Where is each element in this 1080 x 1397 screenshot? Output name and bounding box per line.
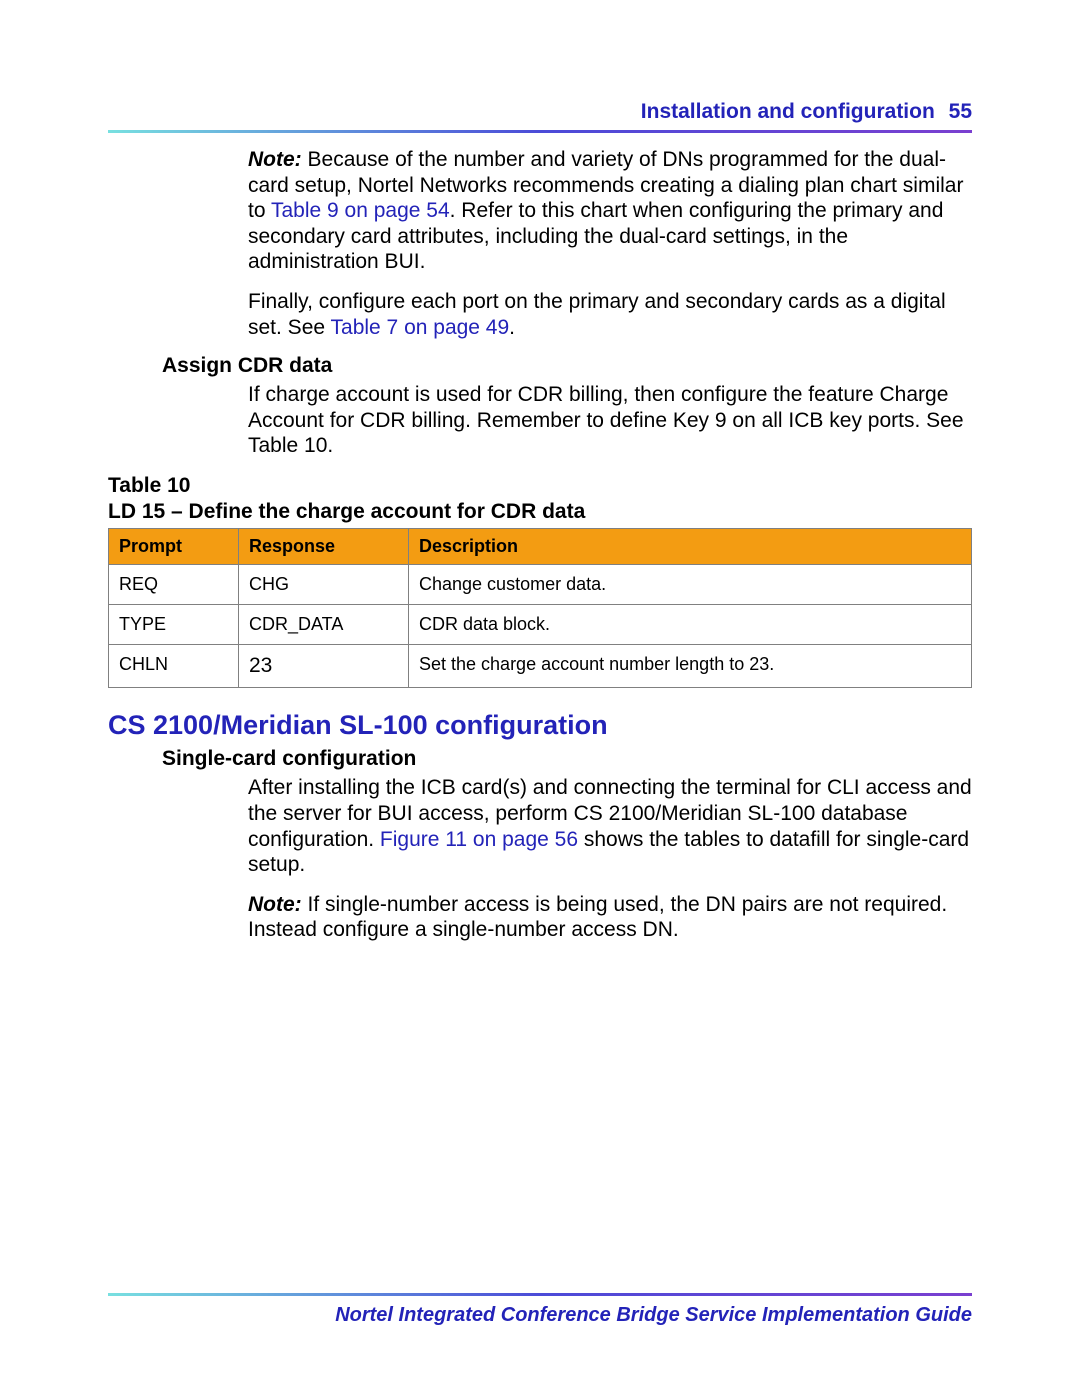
cell-description: Change customer data.	[409, 565, 972, 605]
note-2: Note: If single-number access is being u…	[248, 892, 972, 943]
col-header-description: Description	[409, 529, 972, 565]
footer: Nortel Integrated Conference Bridge Serv…	[108, 1293, 972, 1327]
col-header-response: Response	[239, 529, 409, 565]
note2-body: If single-number access is being used, t…	[248, 893, 947, 942]
note-1: Note: Because of the number and variety …	[248, 147, 972, 275]
table-row: TYPE CDR_DATA CDR data block.	[109, 605, 972, 645]
table10-caption-line2: LD 15 – Define the charge account for CD…	[108, 500, 585, 523]
link-table9[interactable]: Table 9 on page 54	[271, 199, 450, 222]
content-area: Note: Because of the number and variety …	[108, 147, 972, 943]
cell-response: CHG	[239, 565, 409, 605]
cell-prompt: REQ	[109, 565, 239, 605]
table10-caption: Table 10 LD 15 – Define the charge accou…	[108, 473, 972, 524]
cell-prompt: TYPE	[109, 605, 239, 645]
header-page-number: 55	[949, 100, 972, 123]
cell-response: 23	[239, 645, 409, 688]
header-rule	[108, 130, 972, 133]
single-card-body: After installing the ICB card(s) and con…	[248, 775, 972, 877]
cell-description: CDR data block.	[409, 605, 972, 645]
page-container: Installation and configuration 55 Note: …	[0, 0, 1080, 1397]
link-figure11[interactable]: Figure 11 on page 56	[380, 828, 578, 851]
link-table7[interactable]: Table 7 on page 49	[331, 316, 510, 339]
heading-cs2100: CS 2100/Meridian SL-100 configuration	[108, 710, 972, 741]
running-header: Installation and configuration 55	[108, 100, 972, 124]
col-header-prompt: Prompt	[109, 529, 239, 565]
note-label: Note:	[248, 148, 302, 171]
cell-description: Set the charge account number length to …	[409, 645, 972, 688]
assign-cdr-body: If charge account is used for CDR billin…	[248, 382, 972, 459]
heading-single-card: Single-card configuration	[162, 747, 972, 771]
table10: Prompt Response Description REQ CHG Chan…	[108, 528, 972, 688]
footer-text: Nortel Integrated Conference Bridge Serv…	[108, 1304, 972, 1327]
cell-response: CDR_DATA	[239, 605, 409, 645]
table-header-row: Prompt Response Description	[109, 529, 972, 565]
para2-after: .	[509, 316, 515, 339]
header-title: Installation and configuration	[641, 100, 935, 123]
table-row: REQ CHG Change customer data.	[109, 565, 972, 605]
table10-caption-line1: Table 10	[108, 474, 190, 497]
table-row: CHLN 23 Set the charge account number le…	[109, 645, 972, 688]
heading-assign-cdr: Assign CDR data	[162, 354, 972, 378]
cell-prompt: CHLN	[109, 645, 239, 688]
footer-rule	[108, 1293, 972, 1296]
note-label: Note:	[248, 893, 302, 916]
paragraph-finally: Finally, configure each port on the prim…	[248, 289, 972, 340]
